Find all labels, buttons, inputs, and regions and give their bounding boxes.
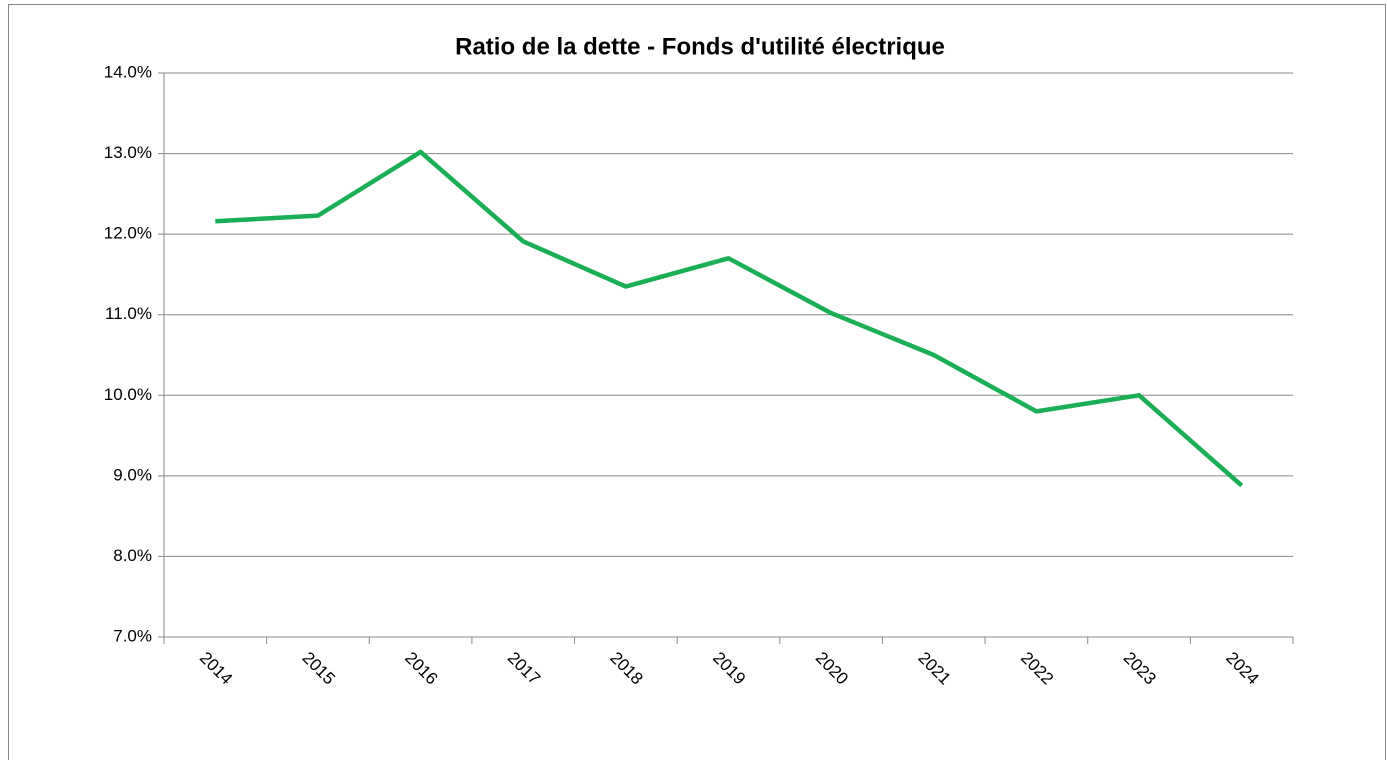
y-tick-label: 13.0% (104, 143, 152, 162)
y-tick-label: 10.0% (104, 385, 152, 404)
line-series (215, 149, 1244, 488)
y-tick-label: 7.0% (113, 626, 152, 645)
y-tick-label: 12.0% (104, 224, 152, 243)
y-tick-label: 9.0% (113, 465, 152, 484)
y-tick-label: 11.0% (105, 304, 152, 323)
chart-title: Ratio de la dette - Fonds d'utilité élec… (455, 33, 945, 60)
y-tick-label: 14.0% (104, 62, 152, 81)
y-tick-label: 8.0% (113, 546, 152, 565)
chart-border (8, 4, 1386, 760)
